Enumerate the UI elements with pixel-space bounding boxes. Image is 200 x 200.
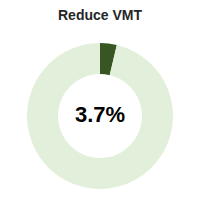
svg-text:Reduce VMT: Reduce VMT bbox=[58, 7, 142, 23]
svg-text:3.7%: 3.7% bbox=[75, 102, 125, 127]
